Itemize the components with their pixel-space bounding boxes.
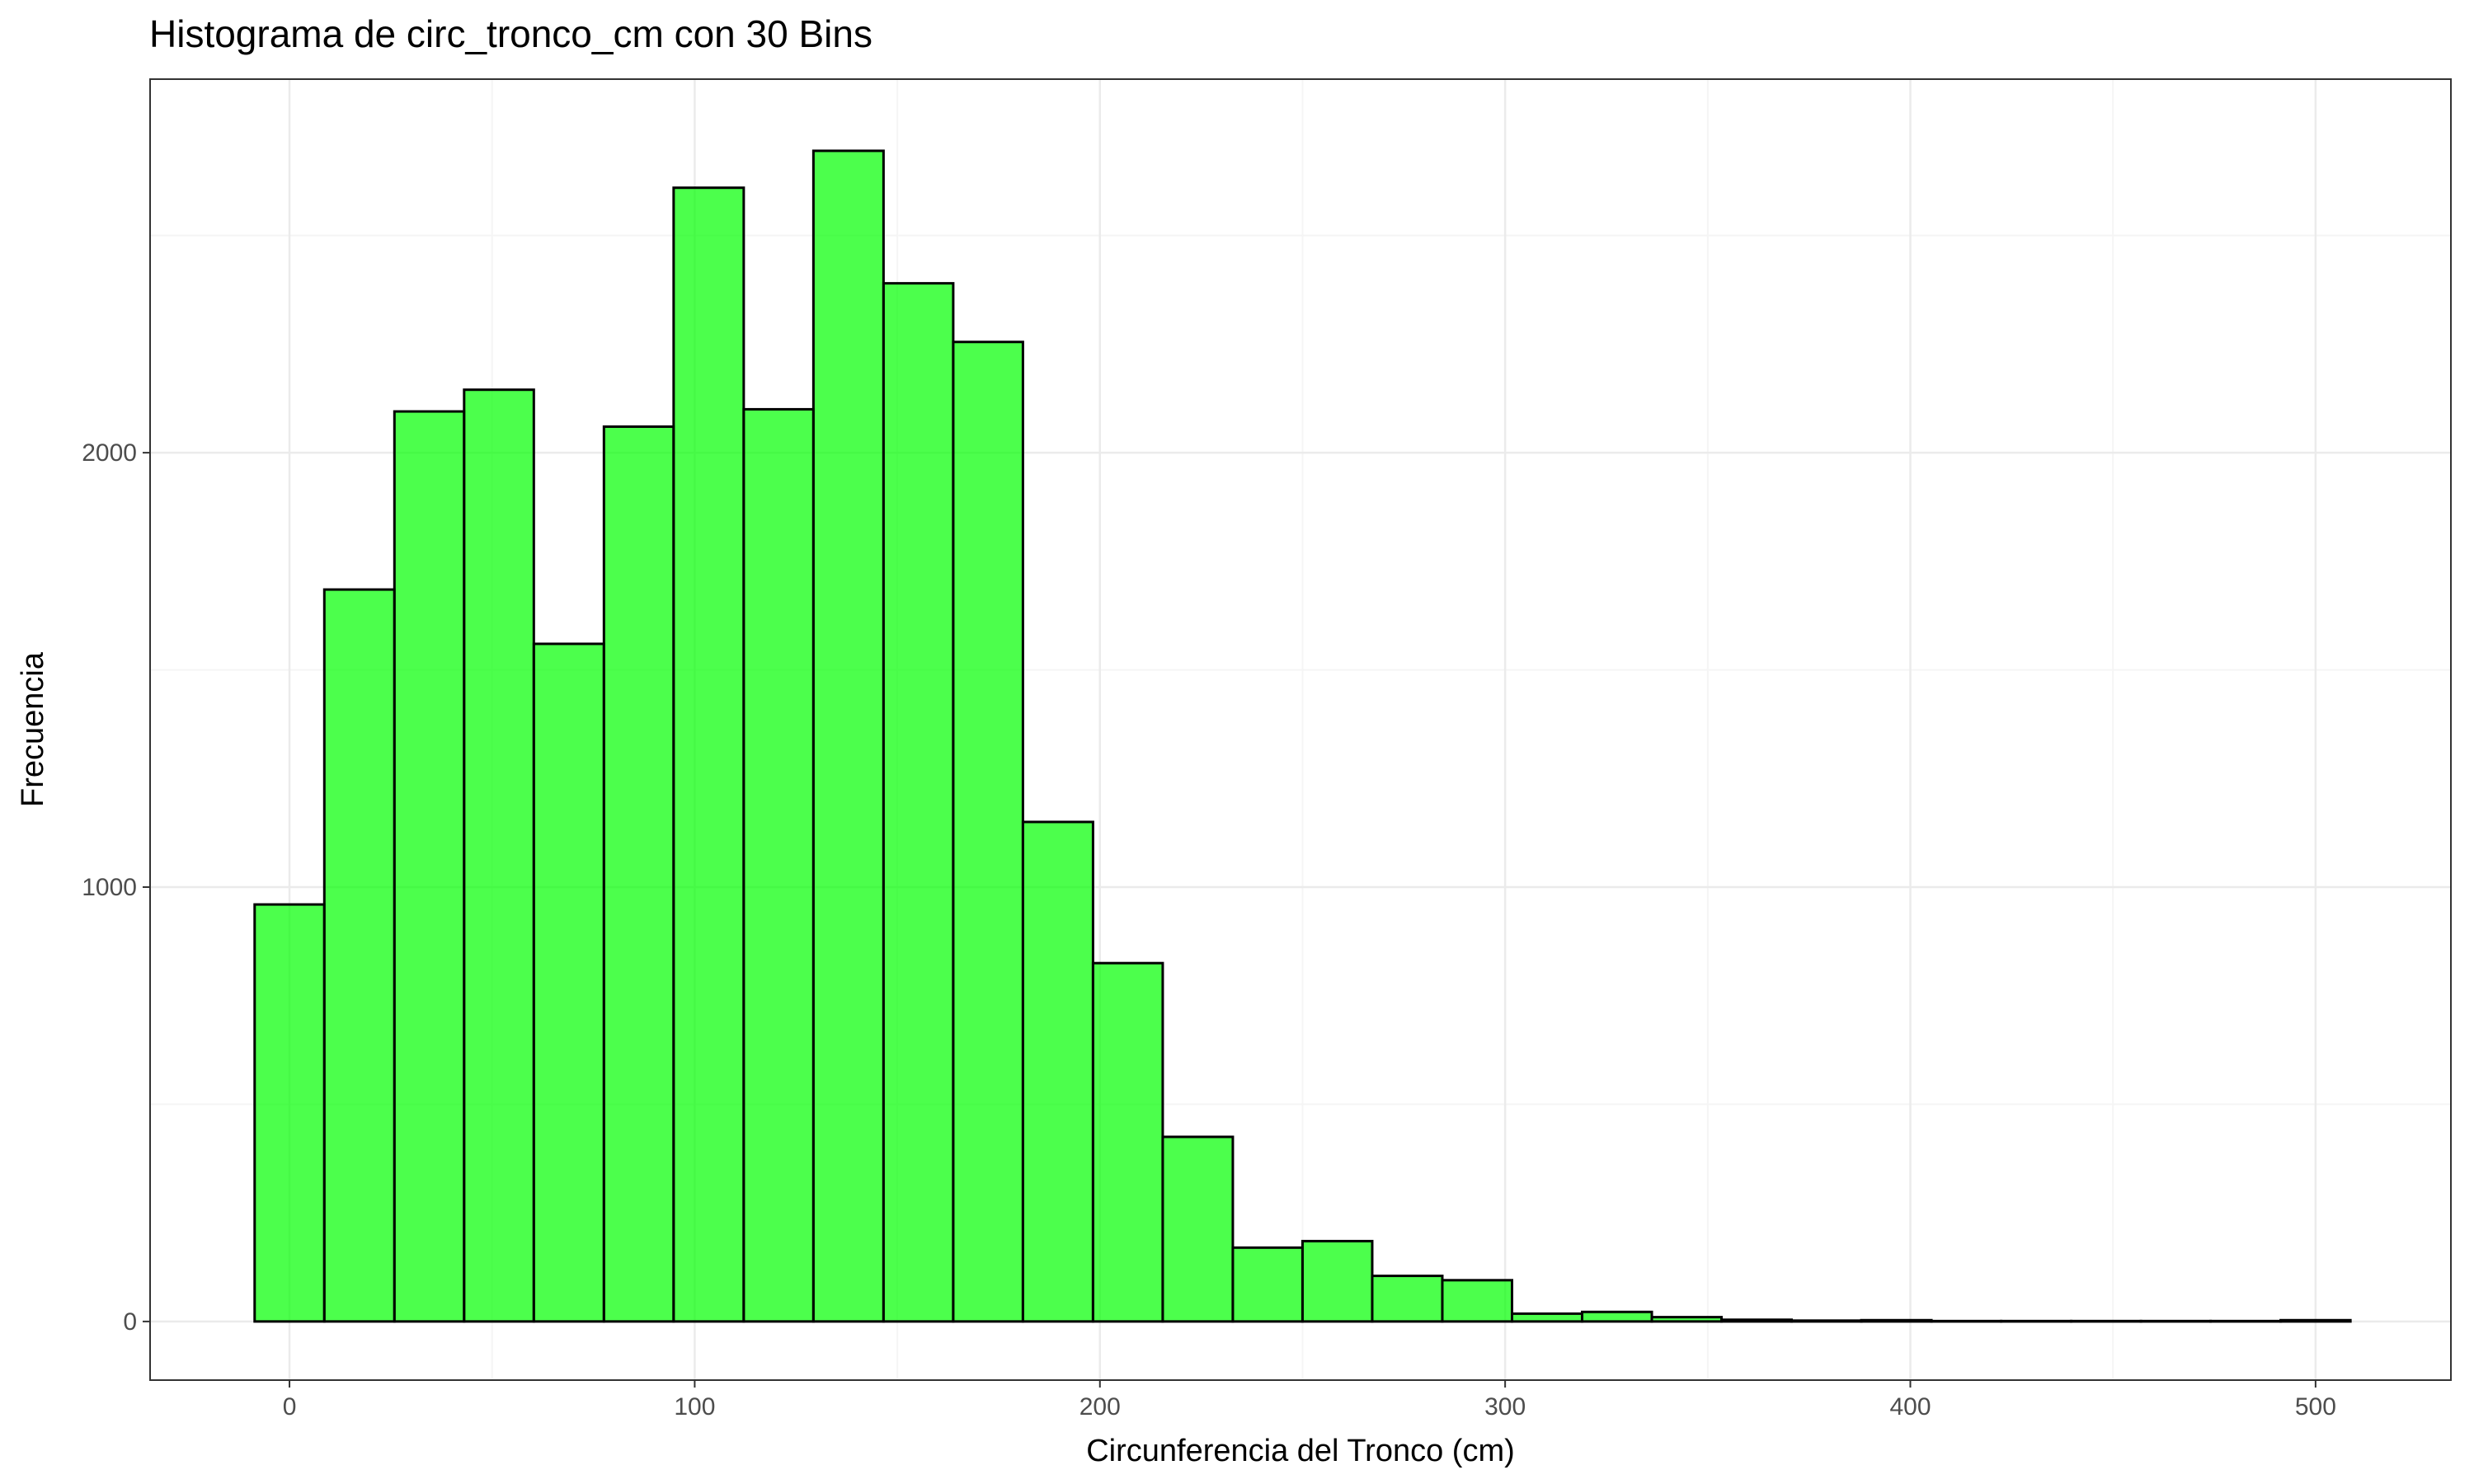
histogram-bar: [742, 407, 815, 1323]
histogram-bar: [2000, 1319, 2073, 1323]
histogram-bar: [811, 149, 885, 1323]
x-tick-label: 0: [283, 1393, 297, 1421]
axis-ticks: 0 100 200 300 400 500 0 1000 2000: [82, 439, 2336, 1421]
histogram-bar: [1720, 1318, 1794, 1323]
histogram-bar: [2070, 1319, 2142, 1323]
histogram-bar: [1510, 1312, 1584, 1323]
histogram-bar: [1860, 1318, 1933, 1323]
histogram-bar: [602, 425, 675, 1323]
histogram-bar: [2139, 1319, 2213, 1323]
histogram-bar: [1930, 1319, 2003, 1323]
x-tick-label: 400: [1889, 1393, 1931, 1421]
histogram-bar: [1091, 961, 1164, 1323]
histogram-bar: [2279, 1318, 2352, 1323]
histogram-bar: [1371, 1275, 1444, 1323]
panel-border: [149, 78, 2452, 1381]
x-tick-label: 100: [674, 1393, 715, 1421]
histogram-bar: [393, 410, 466, 1323]
histogram-bar: [1441, 1279, 1513, 1323]
histogram-bar: [2209, 1319, 2283, 1323]
histogram-bar: [1021, 820, 1094, 1323]
histogram-bar: [1231, 1246, 1304, 1323]
histogram-bar: [1300, 1239, 1374, 1323]
histogram-bars: [253, 149, 2352, 1323]
chart-title: Histograma de circ_tronco_cm con 30 Bins: [149, 12, 872, 55]
histogram-bar: [463, 388, 535, 1323]
histogram-bar: [1790, 1319, 1863, 1323]
x-tick-label: 500: [2295, 1393, 2336, 1421]
histogram-bar: [952, 340, 1024, 1323]
y-tick-label: 2000: [82, 439, 137, 467]
y-tick-label: 0: [123, 1308, 137, 1336]
x-tick-label: 200: [1079, 1393, 1121, 1421]
histogram-bar: [672, 186, 745, 1323]
histogram-bar: [1581, 1310, 1653, 1323]
histogram-bar: [253, 903, 326, 1323]
histogram-bar: [1161, 1135, 1235, 1323]
x-axis-title: Circunferencia del Tronco (cm): [1086, 1434, 1515, 1468]
histogram-bar: [882, 282, 955, 1323]
histogram-bar: [1650, 1316, 1724, 1323]
histogram-bar: [322, 588, 396, 1323]
histogram-bar: [532, 642, 605, 1323]
x-tick-label: 300: [1484, 1393, 1526, 1421]
y-axis-title: Frecuencia: [16, 651, 50, 807]
y-tick-label: 1000: [82, 874, 137, 901]
